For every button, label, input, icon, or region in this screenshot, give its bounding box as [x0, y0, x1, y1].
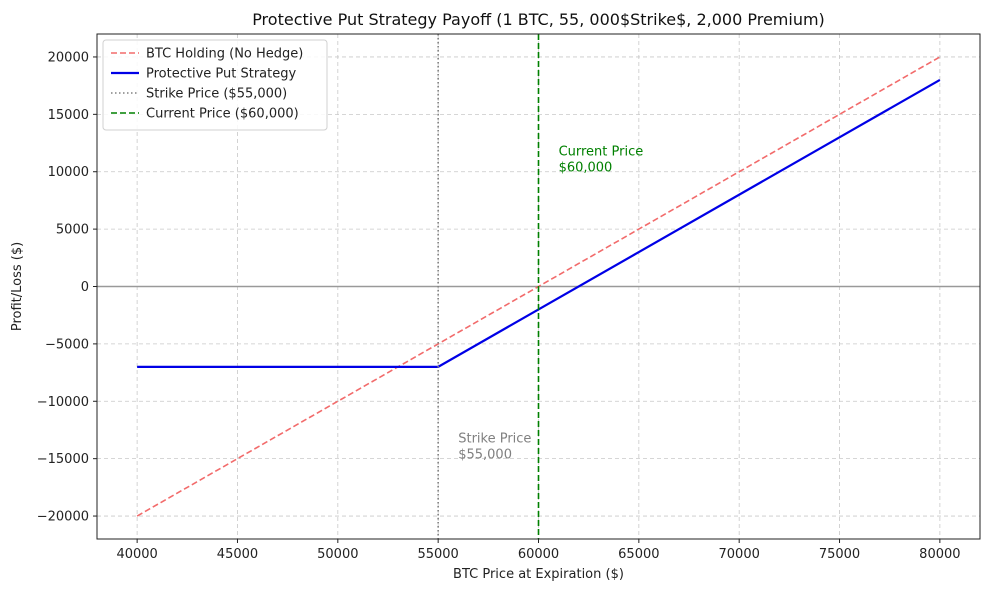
y-ticks: −20000 −15000 −10000 −5000 0 5000 10000 15000 20…	[37, 50, 97, 525]
legend-entry: Current Price ($60,000)	[146, 107, 299, 122]
strike-price-annotation: $55,000	[458, 448, 512, 463]
y-tick-label: 20000	[48, 50, 89, 65]
y-tick-label: −5000	[45, 337, 89, 352]
vline-layer	[437, 34, 540, 539]
x-tick-label: 60000	[518, 547, 559, 562]
y-tick-label: −15000	[37, 452, 89, 467]
y-tick-label: 5000	[56, 223, 89, 238]
legend-entry: BTC Holding (No Hedge)	[146, 47, 303, 62]
annotation-layer: Current Price$60,000 Strike Price$55,000	[458, 145, 643, 463]
legend-box	[102, 39, 328, 131]
current-price-annotation: Current Price	[559, 145, 644, 160]
y-axis-label: Profit/Loss ($)	[10, 242, 25, 331]
x-tick-label: 40000	[116, 547, 157, 562]
legend-entry: Strike Price ($55,000)	[146, 87, 287, 102]
current-price-annotation: $60,000	[559, 161, 613, 176]
x-tick-label: 55000	[417, 547, 458, 562]
legend-entry: Protective Put Strategy	[146, 67, 296, 82]
legend: BTC Holding (No Hedge) Protective Put Str…	[102, 39, 328, 131]
y-tick-label: 10000	[48, 165, 89, 180]
x-tick-label: 80000	[919, 547, 960, 562]
x-tick-label: 75000	[819, 547, 860, 562]
y-tick-label: 15000	[48, 108, 89, 123]
x-tick-label: 45000	[217, 547, 258, 562]
x-tick-label: 65000	[618, 547, 659, 562]
x-axis-label: BTC Price at Expiration ($)	[453, 567, 624, 582]
chart-title: Protective Put Strategy Payoff (1 BTC, 5…	[252, 10, 825, 29]
y-tick-label: −20000	[37, 510, 89, 525]
strike-price-annotation: Strike Price	[458, 432, 531, 447]
y-tick-label: 0	[81, 280, 89, 295]
x-tick-label: 50000	[317, 547, 358, 562]
x-tick-label: 70000	[719, 547, 760, 562]
y-tick-label: −10000	[37, 395, 89, 410]
x-ticks: 40000 45000 50000 55000 60000 65000 70000 75000…	[116, 539, 961, 562]
